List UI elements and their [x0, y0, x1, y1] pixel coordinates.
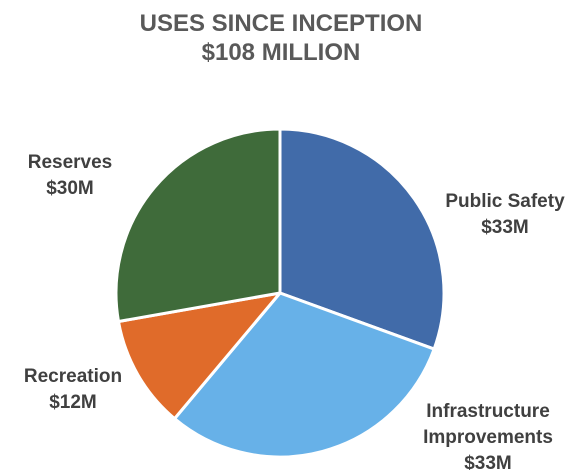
slice-label-line: $33M: [464, 453, 512, 470]
slice-labels: Public Safety $33M Infrastructure Improveme…: [24, 152, 565, 470]
chart-subtitle: $108 MILLION: [202, 39, 361, 66]
chart-title: USES SINCE INCEPTION: [140, 10, 423, 37]
slice-label-line: $30M: [46, 178, 94, 199]
pie-slice-infrastructure-improvements: [173, 291, 436, 459]
slice-label-line: Infrastructure: [426, 401, 550, 422]
slice-label-line: Reserves: [28, 152, 113, 173]
pie-slice-reserves: [114, 127, 282, 323]
pie-slices: [114, 127, 446, 459]
slice-label-infrastructure-improvements: Infrastructure Improvements $33M: [423, 401, 553, 470]
slice-label-line: Improvements: [423, 427, 553, 448]
slice-label-line: Recreation: [24, 366, 122, 387]
slice-label-reserves: Reserves $30M: [28, 152, 113, 199]
slice-label-recreation: Recreation $12M: [24, 366, 122, 413]
slice-label-line: $12M: [49, 392, 97, 413]
slice-label-public-safety: Public Safety $33M: [445, 191, 565, 238]
pie-slice-public-safety: [278, 127, 446, 351]
slice-label-line: $33M: [481, 217, 529, 238]
slice-label-line: Public Safety: [445, 191, 565, 212]
pie-slice-recreation: [116, 291, 282, 421]
